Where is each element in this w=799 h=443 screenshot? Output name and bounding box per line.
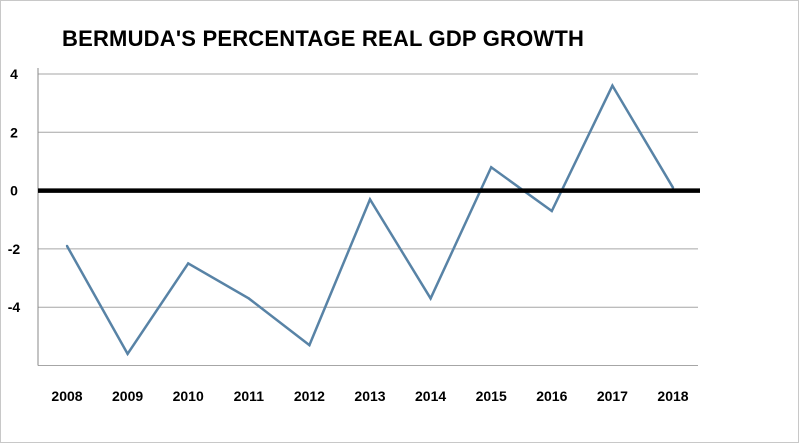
data-point xyxy=(247,297,250,300)
data-point xyxy=(671,186,675,189)
data-point xyxy=(368,198,372,201)
x-tick-label: 2016 xyxy=(536,388,567,404)
y-tick-label: -4 xyxy=(8,299,21,315)
data-point xyxy=(429,297,432,300)
x-tick-label: 2012 xyxy=(294,388,325,404)
data-point xyxy=(126,352,129,356)
data-point xyxy=(65,244,69,248)
y-tick-label: -2 xyxy=(8,241,21,257)
x-tick-label: 2009 xyxy=(112,388,143,404)
x-tick-label: 2013 xyxy=(354,388,385,404)
gridlines xyxy=(38,73,698,366)
data-point xyxy=(611,84,614,87)
chart-title: BERMUDA'S PERCENTAGE REAL GDP GROWTH xyxy=(62,26,585,51)
x-tick-label: 2015 xyxy=(476,388,507,404)
y-tick-label: 4 xyxy=(10,66,18,82)
data-point xyxy=(490,166,493,169)
x-tick-label: 2011 xyxy=(234,388,265,404)
data-point xyxy=(187,262,190,265)
series-group xyxy=(65,83,675,357)
data-point xyxy=(550,209,553,213)
y-axis: 4 2 0 -2 -4 xyxy=(8,66,39,366)
x-tick-label: 2017 xyxy=(597,388,628,404)
x-tick-label: 2010 xyxy=(173,388,204,404)
x-tick-label: 2018 xyxy=(657,388,688,404)
data-point xyxy=(308,343,311,347)
y-tick-label: 2 xyxy=(10,124,18,140)
series-line xyxy=(65,83,675,357)
x-tick-label: 2008 xyxy=(51,388,82,404)
x-axis: 2008 2009 2010 2011 2012 2013 2014 2015 2016 2017… xyxy=(51,388,688,404)
x-tick-label: 2014 xyxy=(415,388,446,404)
y-tick-label: 0 xyxy=(10,183,18,199)
